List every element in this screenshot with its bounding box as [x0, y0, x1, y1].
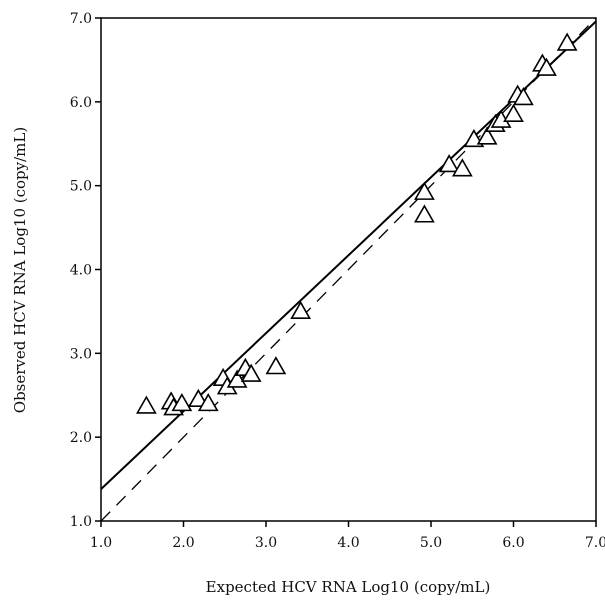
x-tick-label: 4.0 — [337, 535, 359, 551]
y-tick-label: 1.0 — [70, 514, 92, 530]
identity-line — [101, 18, 596, 521]
y-tick-label: 5.0 — [70, 179, 92, 195]
data-point — [513, 87, 534, 106]
x-tick-label: 2.0 — [172, 535, 194, 551]
data-point — [171, 393, 193, 412]
data-points — [135, 32, 578, 416]
data-point — [476, 126, 498, 145]
x-tick-label: 3.0 — [255, 535, 277, 551]
x-tick-label: 6.0 — [502, 535, 524, 551]
data-point — [290, 300, 312, 319]
data-point — [414, 204, 435, 223]
x-tick-label: 1.0 — [90, 535, 112, 551]
axis-ticks: 1.0 2.0 3.0 4.0 5.0 6.0 7.0 1.0 2.0 3.0 4.0 5.0 6.0 7… — [70, 11, 605, 551]
x-tick-label: 5.0 — [420, 535, 442, 551]
x-tick-label: 7.0 — [585, 535, 605, 551]
data-point — [536, 57, 557, 76]
data-point — [135, 395, 157, 414]
data-point — [265, 356, 287, 375]
data-point — [414, 181, 435, 200]
y-axis-title: Observed HCV RNA Log10 (copy/mL) — [11, 127, 29, 413]
y-tick-label: 3.0 — [70, 346, 92, 362]
x-axis-title: Expected HCV RNA Log10 (copy/mL) — [206, 578, 491, 596]
data-point — [197, 393, 219, 412]
y-tick-label: 4.0 — [70, 263, 92, 279]
data-point — [556, 32, 578, 51]
y-tick-label: 6.0 — [70, 95, 92, 111]
data-point — [451, 158, 473, 177]
data-point — [438, 154, 460, 173]
data-point — [226, 369, 248, 388]
y-tick-label: 7.0 — [70, 11, 92, 27]
data-point — [240, 363, 262, 382]
data-point — [187, 388, 209, 407]
y-tick-label: 2.0 — [70, 430, 92, 446]
data-point — [503, 103, 524, 122]
